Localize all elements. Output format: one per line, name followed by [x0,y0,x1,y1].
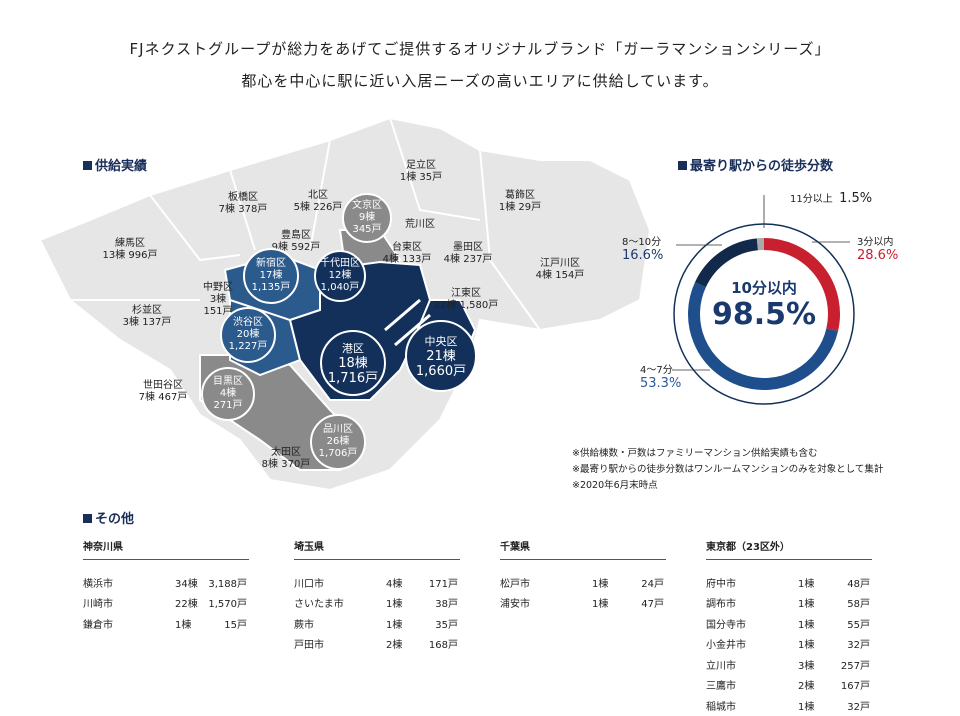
legend-11min: 11分以上 1.5% [790,192,872,206]
donut-center-value: 98.5% [704,298,824,332]
notes: ※供給棟数・戸数はファミリーマンション供給実績も含む ※最寄り駅からの徒歩分数は… [572,446,883,494]
note-3: ※2020年6月末時点 [572,478,883,494]
donut-center-label: 10分以内 [704,277,824,298]
donut-center: 10分以内 98.5% [704,277,824,332]
note-1: ※供給棟数・戸数はファミリーマンション供給実績も含む [572,446,883,462]
other-title: その他 [83,508,134,527]
note-2: ※最寄り駅からの徒歩分数はワンルームマンションのみを対象として集計 [572,462,883,478]
